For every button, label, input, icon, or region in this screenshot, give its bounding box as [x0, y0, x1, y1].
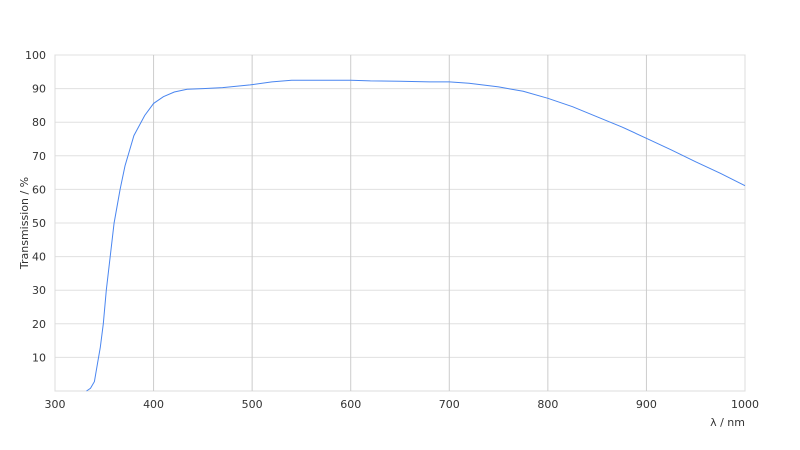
y-axis-label: Transmission / %	[18, 177, 31, 270]
tick-labels: 10 20 30 40 50 60 70 80 90 100 300 400 500 600 700 800 9…	[25, 49, 759, 411]
x-tick-label: 700	[439, 398, 460, 411]
x-tick-label: 1000	[731, 398, 759, 411]
grid	[54, 54, 746, 392]
y-tick-label: 10	[32, 351, 46, 364]
x-tick-label: 900	[636, 398, 657, 411]
y-tick-label: 40	[32, 251, 46, 264]
x-tick-label: 800	[537, 398, 558, 411]
x-tick-label: 600	[340, 398, 361, 411]
series-line	[86, 79, 746, 392]
x-tick-label: 500	[242, 398, 263, 411]
y-tick-label: 20	[32, 318, 46, 331]
x-tick-label: 400	[143, 398, 164, 411]
y-tick-label: 30	[32, 284, 46, 297]
y-tick-label: 100	[25, 49, 46, 62]
y-tick-label: 70	[32, 150, 46, 163]
x-tick-label: 300	[45, 398, 66, 411]
y-tick-label: 90	[32, 83, 46, 96]
y-tick-label: 50	[32, 217, 46, 230]
y-tick-label: 80	[32, 116, 46, 129]
y-tick-label: 60	[32, 183, 46, 196]
x-axis-label: λ / nm	[710, 416, 745, 429]
